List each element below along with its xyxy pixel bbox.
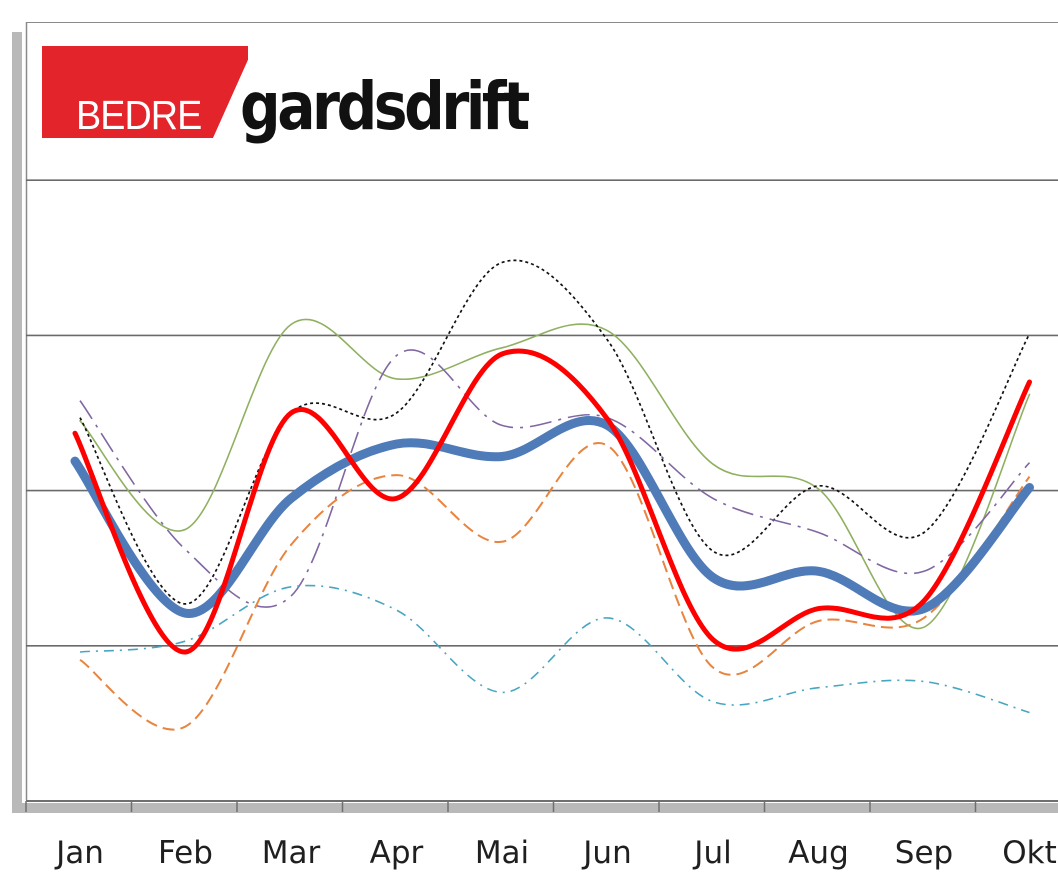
x-tick-label-okt: Okt	[1002, 835, 1057, 871]
logo-word-gardsdrift: gardsdrift	[240, 68, 530, 145]
series-line-5	[79, 584, 1030, 714]
frame-shadow-bottom	[12, 803, 1058, 813]
x-tick-label-sep: Sep	[895, 835, 953, 871]
series-line-3	[79, 349, 1031, 608]
series-line-7	[72, 348, 1032, 655]
logo-word-bedre: BEDRE	[76, 92, 202, 138]
bedre-gardsdrift-logo: BEDRE gardsdrift	[42, 46, 542, 156]
plot-background	[22, 22, 1058, 802]
x-tick-label-aug: Aug	[788, 835, 849, 871]
x-tick-label-jun: Jun	[581, 835, 631, 871]
series-lines	[70, 259, 1034, 731]
series-line-2	[79, 259, 1031, 605]
x-tick-label-feb: Feb	[158, 835, 213, 871]
x-axis	[25, 800, 1058, 812]
x-tick-label-jan: Jan	[54, 835, 104, 871]
x-tick-label-apr: Apr	[370, 835, 424, 871]
x-tick-label-mai: Mai	[475, 835, 529, 871]
logo-red-block	[42, 46, 248, 138]
x-tick-labels: Jan Feb Mar Apr Mai Jun Jul Aug Sep Okt	[54, 835, 1057, 871]
x-tick-label-mar: Mar	[262, 835, 321, 871]
frame-shadow-left	[12, 32, 22, 812]
series-line-4	[79, 442, 1031, 731]
x-tick-label-jul: Jul	[692, 835, 731, 871]
